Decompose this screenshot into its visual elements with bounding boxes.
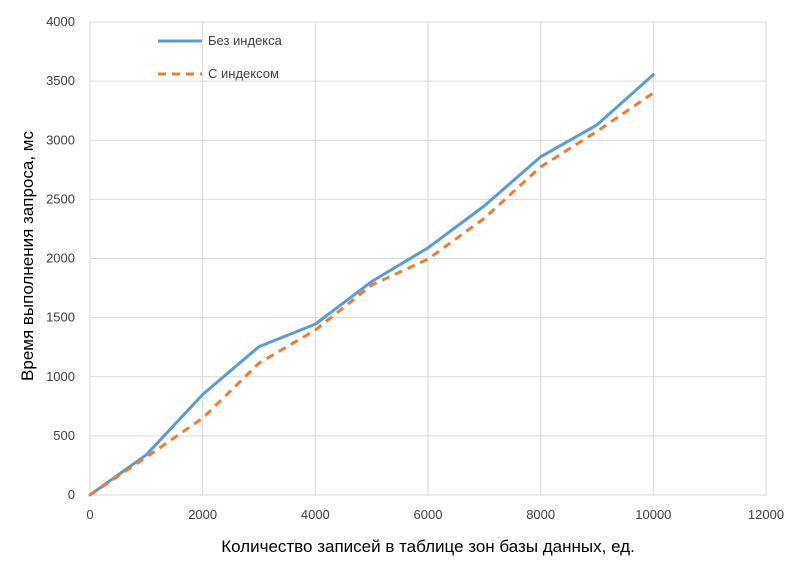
x-tick-label: 4000 — [301, 507, 330, 522]
x-tick-label: 12000 — [748, 507, 784, 522]
grid — [89, 21, 767, 496]
legend-label-1: Без индекса — [208, 33, 283, 48]
y-tick-label: 3000 — [46, 132, 75, 147]
y-tick-label: 1500 — [46, 310, 75, 325]
y-tick-label: 500 — [53, 428, 75, 443]
x-tick-label: 0 — [86, 507, 93, 522]
y-tick-label: 1000 — [46, 369, 75, 384]
series-line-2 — [89, 91, 655, 497]
legend-label-2: С индексом — [208, 66, 279, 81]
x-tick-label: 2000 — [188, 507, 217, 522]
y-tick-label: 4000 — [46, 14, 75, 29]
y-axis-title: Время выполнения запроса, мс — [18, 131, 37, 381]
y-axis-ticks: 0 500 1000 1500 2000 2500 3000 3500 4000 — [46, 14, 75, 502]
x-tick-label: 10000 — [635, 507, 671, 522]
y-tick-label: 3500 — [46, 73, 75, 88]
y-tick-label: 0 — [68, 487, 75, 502]
y-tick-label: 2500 — [46, 191, 75, 206]
x-tick-label: 8000 — [526, 507, 555, 522]
x-axis-title: Количество записей в таблице зон базы да… — [221, 537, 635, 556]
x-axis-ticks: 0 2000 4000 6000 8000 10000 12000 — [86, 507, 784, 522]
x-tick-label: 6000 — [414, 507, 443, 522]
y-tick-label: 2000 — [46, 251, 75, 266]
legend: Без индекса С индексом — [158, 33, 283, 81]
series-layer — [88, 73, 655, 497]
